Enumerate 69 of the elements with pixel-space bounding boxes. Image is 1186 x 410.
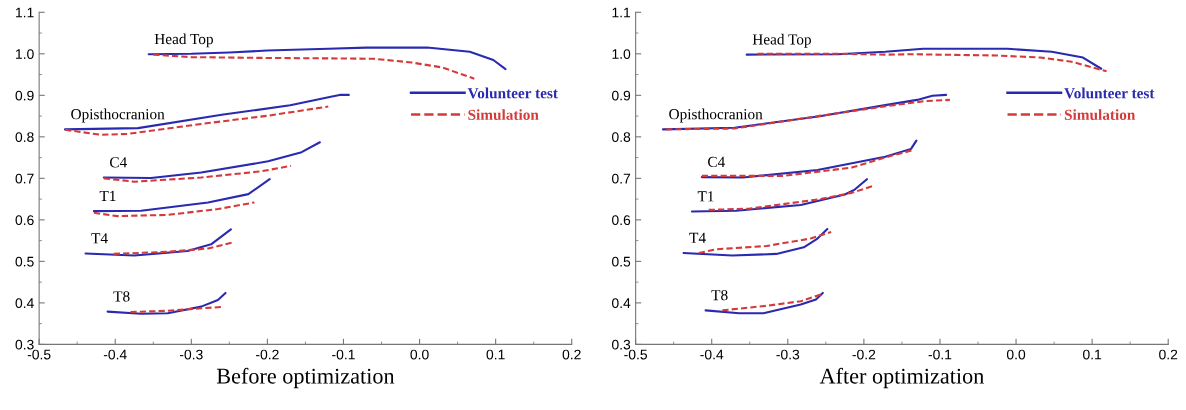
y-tick-label: 0.8	[15, 132, 34, 143]
line-series	[756, 52, 1108, 73]
line-series	[84, 228, 232, 257]
x-tick-label: 0.0	[1006, 349, 1026, 360]
x-axis-title: Before optimization	[216, 367, 395, 389]
x-tick-label: -0.2	[852, 349, 876, 360]
x-tick-label: -0.4	[103, 349, 127, 360]
annotation: Opisthocranion	[71, 108, 165, 123]
x-tick-label: 0.2	[1159, 349, 1178, 360]
annotation: T8	[711, 290, 728, 301]
legend-label: Simulation	[468, 109, 539, 120]
y-tick-label: 0.9	[612, 90, 631, 101]
line-series	[690, 178, 868, 213]
line-series	[106, 291, 227, 315]
line-series	[682, 227, 829, 257]
y-tick-label: 0.3	[612, 339, 631, 350]
x-tick-label: -0.3	[776, 349, 800, 360]
annotation: Opisthocranion	[669, 108, 763, 123]
line-series	[63, 105, 330, 136]
line-series	[112, 241, 233, 255]
y-tick-label: 0.6	[15, 215, 34, 226]
x-axis-title: After optimization	[819, 367, 984, 389]
y-tick-label: 0.4	[15, 298, 34, 309]
legend-label: Volunteer test	[467, 87, 558, 99]
y-tick-label: 1.0	[16, 49, 34, 59]
line-series	[147, 46, 507, 71]
x-tick-label: -0.2	[256, 349, 279, 360]
x-tick-label: 0.2	[562, 349, 581, 360]
line-series	[92, 201, 256, 218]
x-tick-label: -0.1	[928, 349, 952, 360]
x-tick-label: -0.5	[27, 349, 51, 360]
y-tick-label: 0.7	[15, 173, 34, 184]
x-tick-label: 0.1	[486, 349, 505, 360]
y-tick-label: 0.3	[15, 339, 34, 350]
x-tick-label: 0.0	[410, 349, 429, 360]
annotation: Head Top	[752, 33, 811, 48]
y-tick-label: 1.1	[612, 7, 631, 18]
line-series	[63, 93, 350, 131]
annotation: T1	[99, 190, 116, 201]
annotation: Head Top	[154, 33, 213, 48]
annotation: T4	[91, 233, 108, 244]
y-tick-label: 0.8	[612, 132, 631, 143]
x-tick-label: -0.1	[332, 349, 355, 360]
line-series	[700, 149, 915, 177]
y-tick-label: 0.9	[15, 90, 34, 101]
y-tick-label: 0.6	[612, 215, 631, 226]
y-tick-label: 1.1	[16, 7, 34, 18]
x-tick-label: -0.4	[700, 349, 724, 360]
line-series	[704, 291, 824, 315]
annotation: C4	[708, 156, 725, 168]
x-tick-label: 0.1	[1083, 349, 1102, 360]
line-series	[700, 139, 918, 179]
y-tick-label: 1.0	[612, 49, 631, 59]
annotation: T8	[113, 291, 130, 302]
x-tick-label: -0.5	[624, 349, 648, 360]
y-tick-label: 0.7	[612, 173, 631, 184]
y-tick-label: 0.5	[612, 256, 631, 267]
x-tick-label: -0.3	[179, 349, 203, 360]
line-series	[102, 141, 321, 179]
legend-label: Volunteer test	[1064, 87, 1155, 99]
y-tick-label: 0.5	[15, 256, 34, 267]
line-series	[745, 47, 1103, 70]
annotation: T4	[689, 232, 706, 243]
line-series	[152, 53, 476, 80]
annotation: C4	[109, 157, 127, 168]
legend-label: Simulation	[1064, 109, 1136, 120]
line-series	[92, 178, 271, 213]
annotation: T1	[697, 191, 714, 202]
y-tick-label: 0.4	[612, 298, 631, 309]
